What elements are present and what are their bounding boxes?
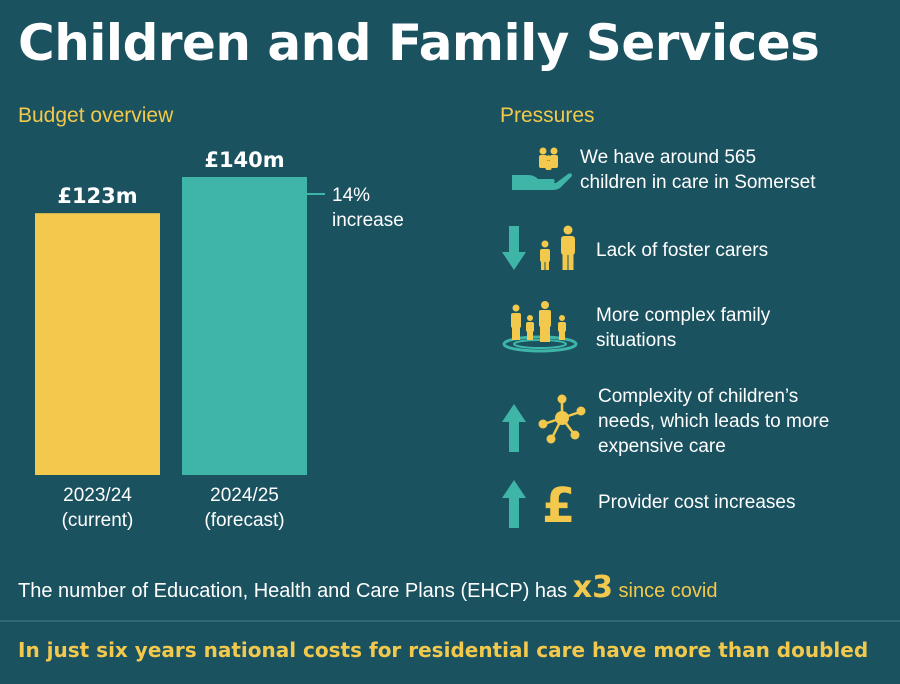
bar-1 — [35, 213, 160, 475]
category-label: (forecast) — [204, 510, 284, 531]
bar-value-label: £123m — [57, 184, 137, 208]
family-group-icon — [502, 301, 578, 353]
pressure-item-provider-costs: £ Provider cost increases — [500, 474, 890, 530]
pressure-item-foster-carers: Lack of foster carers — [500, 224, 890, 276]
pressure-item-children-in-care: We have around 565 children in care in S… — [500, 142, 890, 198]
up-arrow-network-icon — [502, 394, 586, 452]
pressure-text: Complexity of children’s needs, which le… — [598, 386, 830, 457]
pressure-text: Lack of foster carers — [596, 239, 769, 261]
svg-text:£: £ — [542, 478, 575, 530]
annotation-text: 14% — [332, 185, 370, 206]
budget-chart: £123m 2023/24 (current) £140m 2024/25 (foreca… — [35, 148, 404, 531]
up-arrow-pound-icon: £ — [502, 478, 575, 530]
page-title: Children and Family Services — [18, 14, 820, 72]
category-label: (current) — [62, 510, 134, 531]
ehcp-multiplier: x3 — [572, 570, 613, 605]
bar-value-label: £140m — [204, 148, 284, 172]
category-label: 2024/25 — [210, 485, 279, 506]
pressure-text: More complex family situations — [596, 305, 771, 351]
bar-2 — [182, 177, 307, 475]
pressures-heading: Pressures — [500, 104, 595, 127]
divider — [0, 620, 900, 622]
hand-holding-children-icon — [512, 147, 572, 190]
pressure-item-children-needs: Complexity of children’s needs, which le… — [500, 384, 890, 459]
ehcp-suffix: since covid — [612, 580, 718, 602]
down-arrow-family-icon — [502, 225, 575, 270]
footer-statement: In just six years national costs for res… — [18, 638, 869, 662]
ehcp-statement: The number of Education, Health and Care… — [18, 570, 717, 605]
pressure-text: Provider cost increases — [598, 491, 796, 513]
pressure-text: We have around 565 children in care in S… — [580, 147, 816, 193]
pressure-item-complex-families: More complex family situations — [500, 300, 890, 356]
ehcp-prefix: The number of Education, Health and Care… — [18, 580, 573, 602]
annotation-text: increase — [332, 210, 404, 231]
category-label: 2023/24 — [63, 485, 132, 506]
budget-heading: Budget overview — [18, 104, 174, 127]
